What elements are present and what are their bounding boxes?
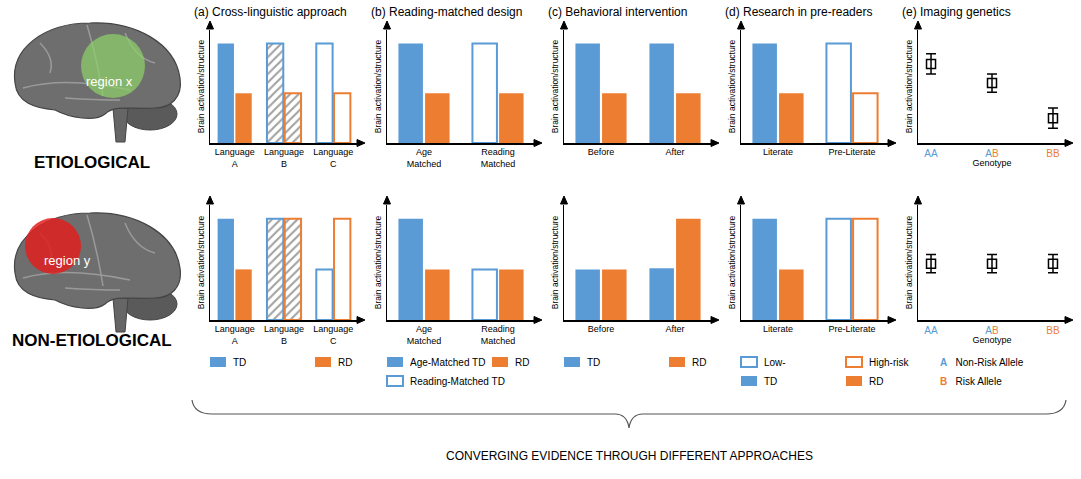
svg-text:LanguageB: LanguageB xyxy=(264,147,304,169)
svg-text:TD: TD xyxy=(764,376,777,387)
svg-text:ETIOLOGICAL: ETIOLOGICAL xyxy=(34,153,150,172)
svg-text:LanguageC: LanguageC xyxy=(313,147,353,169)
svg-text:Genotype: Genotype xyxy=(972,159,1011,169)
svg-text:AgeMatched: AgeMatched xyxy=(407,147,442,169)
svg-text:Brain activation/structure: Brain activation/structure xyxy=(904,215,914,309)
svg-text:Before: Before xyxy=(588,324,615,334)
svg-text:AB: AB xyxy=(985,148,999,159)
svg-text:Genotype: Genotype xyxy=(972,336,1011,346)
svg-text:A Non-Risk Allele: A Non-Risk Allele xyxy=(940,357,1024,368)
svg-text:Pre-Literate: Pre-Literate xyxy=(828,147,875,157)
svg-text:region x: region x xyxy=(86,74,133,89)
svg-text:ReadingMatched: ReadingMatched xyxy=(481,147,516,169)
svg-text:After: After xyxy=(665,147,684,157)
svg-text:After: After xyxy=(665,324,684,334)
svg-text:TD: TD xyxy=(233,357,246,368)
svg-text:Reading-Matched TD: Reading-Matched TD xyxy=(410,376,505,387)
svg-text:B Risk Allele: B Risk Allele xyxy=(940,376,1002,387)
svg-text:Brain activation/structure: Brain activation/structure xyxy=(373,39,383,133)
svg-text:Before: Before xyxy=(588,147,615,157)
svg-text:LanguageA: LanguageA xyxy=(215,324,255,346)
svg-text:RD: RD xyxy=(869,376,883,387)
svg-text:Brain activation/structure: Brain activation/structure xyxy=(550,215,560,309)
svg-text:NON-ETIOLOGICAL: NON-ETIOLOGICAL xyxy=(12,331,172,350)
svg-text:(a) Cross-linguistic approach: (a) Cross-linguistic approach xyxy=(194,5,347,19)
svg-text:LanguageA: LanguageA xyxy=(215,147,255,169)
svg-text:Brain activation/structure: Brain activation/structure xyxy=(727,215,737,309)
svg-text:Low-: Low- xyxy=(764,357,786,368)
svg-text:TD: TD xyxy=(587,357,600,368)
svg-text:LanguageC: LanguageC xyxy=(313,324,353,346)
svg-text:Age-Matched TD: Age-Matched TD xyxy=(410,357,485,368)
svg-text:region y: region y xyxy=(44,253,91,268)
svg-text:Brain activation/structure: Brain activation/structure xyxy=(196,39,206,133)
svg-text:CONVERGING EVIDENCE THROUGH DI: CONVERGING EVIDENCE THROUGH DIFFERENT AP… xyxy=(446,449,813,463)
svg-text:High-risk: High-risk xyxy=(869,357,909,368)
svg-text:Brain activation/structure: Brain activation/structure xyxy=(904,39,914,133)
svg-text:RD: RD xyxy=(515,357,529,368)
svg-text:RD: RD xyxy=(338,357,352,368)
svg-text:BB: BB xyxy=(1046,148,1060,159)
svg-text:LanguageB: LanguageB xyxy=(264,324,304,346)
svg-text:Brain activation/structure: Brain activation/structure xyxy=(196,215,206,309)
svg-text:Literate: Literate xyxy=(763,324,793,334)
svg-text:AA: AA xyxy=(924,148,938,159)
svg-text:Pre-Literate: Pre-Literate xyxy=(828,324,875,334)
svg-text:(c) Behavioral intervention: (c) Behavioral intervention xyxy=(548,5,687,19)
svg-text:RD: RD xyxy=(692,357,706,368)
svg-text:AA: AA xyxy=(924,325,938,336)
svg-text:AgeMatched: AgeMatched xyxy=(407,324,442,346)
svg-text:Brain activation/structure: Brain activation/structure xyxy=(373,215,383,309)
svg-text:BB: BB xyxy=(1046,325,1060,336)
svg-text:Literate: Literate xyxy=(763,147,793,157)
svg-text:(e) Imaging genetics: (e) Imaging genetics xyxy=(902,5,1011,19)
svg-text:ReadingMatched: ReadingMatched xyxy=(481,324,516,346)
svg-text:(b) Reading-matched design: (b) Reading-matched design xyxy=(371,5,522,19)
svg-text:Brain activation/structure: Brain activation/structure xyxy=(727,39,737,133)
svg-text:AB: AB xyxy=(985,325,999,336)
svg-text:(d) Research in pre-readers: (d) Research in pre-readers xyxy=(725,5,872,19)
svg-text:Brain activation/structure: Brain activation/structure xyxy=(550,39,560,133)
